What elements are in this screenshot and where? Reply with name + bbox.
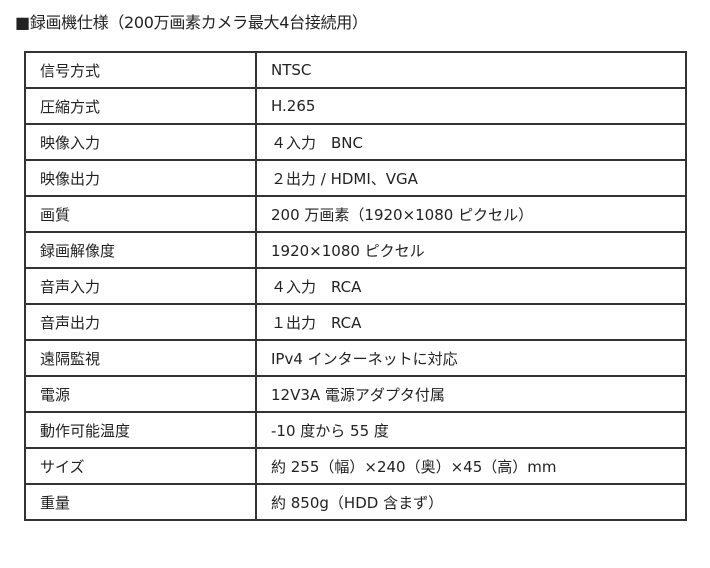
table-row: 信号方式 NTSC [24, 51, 687, 89]
page-title: ■録画機仕様（200万画素カメラ最大4台接続用） [15, 13, 368, 32]
spec-label: 音声出力 [24, 303, 257, 341]
spec-label: 動作可能温度 [24, 411, 257, 449]
table-row: 電源 12V3A 電源アダプタ付属 [24, 375, 687, 413]
spec-value: 約 255（幅）×240（奥）×45（高）mm [255, 447, 687, 485]
table-row: 圧縮方式 H.265 [24, 87, 687, 125]
spec-label: 電源 [24, 375, 257, 413]
spec-value: NTSC [255, 51, 687, 89]
spec-value: １出力 RCA [255, 303, 687, 341]
table-row: 映像入力 ４入力 BNC [24, 123, 687, 161]
table-row: 音声出力 １出力 RCA [24, 303, 687, 341]
spec-label: サイズ [24, 447, 257, 485]
spec-value: H.265 [255, 87, 687, 125]
table-row: 音声入力 ４入力 RCA [24, 267, 687, 305]
spec-label: 圧縮方式 [24, 87, 257, 125]
spec-label: 信号方式 [24, 51, 257, 89]
spec-value: ４入力 RCA [255, 267, 687, 305]
spec-value: 200 万画素（1920×1080 ピクセル） [255, 195, 687, 233]
table-row: 画質 200 万画素（1920×1080 ピクセル） [24, 195, 687, 233]
spec-label: 録画解像度 [24, 231, 257, 269]
spec-value: ２出力 / HDMI、VGA [255, 159, 687, 197]
spec-label: 音声入力 [24, 267, 257, 305]
table-row: 動作可能温度 -10 度から 55 度 [24, 411, 687, 449]
spec-value: 約 850g（HDD 含まず） [255, 483, 687, 521]
spec-label: 遠隔監視 [24, 339, 257, 377]
table-row: 録画解像度 1920×1080 ピクセル [24, 231, 687, 269]
spec-label: 映像出力 [24, 159, 257, 197]
spec-label: 画質 [24, 195, 257, 233]
spec-label: 映像入力 [24, 123, 257, 161]
spec-label: 重量 [24, 483, 257, 521]
spec-value: 12V3A 電源アダプタ付属 [255, 375, 687, 413]
spec-value: -10 度から 55 度 [255, 411, 687, 449]
table-row: サイズ約 255（幅）×240（奥）×45（高）mm [24, 447, 687, 485]
spec-value: ４入力 BNC [255, 123, 687, 161]
table-row: 映像出力 ２出力 / HDMI、VGA [24, 159, 687, 197]
spec-value: 1920×1080 ピクセル [255, 231, 687, 269]
spec-table: 信号方式 NTSC 圧縮方式 H.265 映像入力 ４入力 BNC 映像出力 ２出力 / HD… [24, 51, 687, 521]
table-row: 重量約 850g（HDD 含まず） [24, 483, 687, 521]
table-row: 遠隔監視 IPv4 インターネットに対応 [24, 339, 687, 377]
spec-value: IPv4 インターネットに対応 [255, 339, 687, 377]
